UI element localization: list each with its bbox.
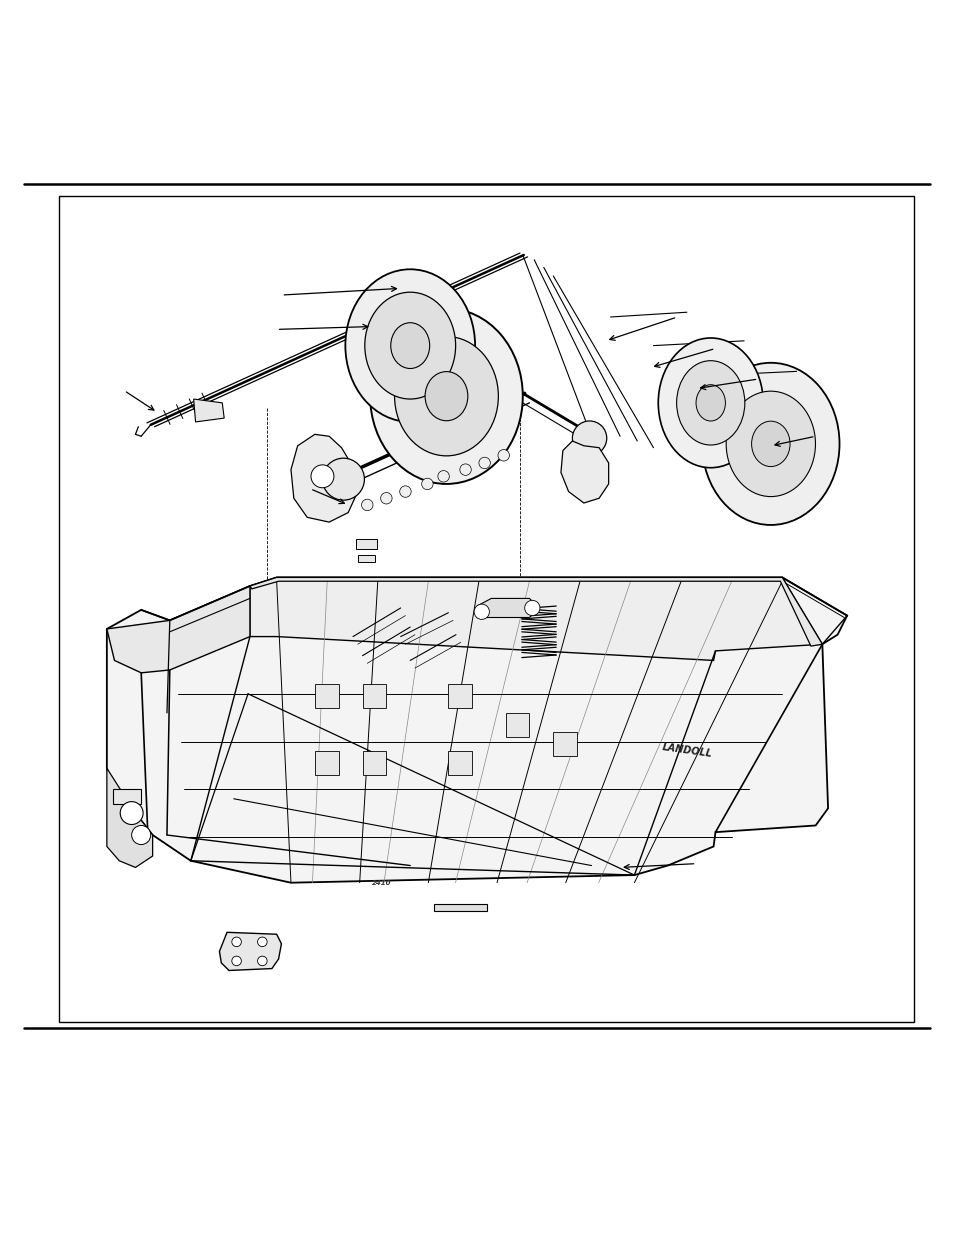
Circle shape bbox=[572, 421, 606, 456]
Bar bbox=[59, 196, 913, 1023]
Circle shape bbox=[232, 956, 241, 966]
Text: 2410: 2410 bbox=[372, 879, 391, 885]
Polygon shape bbox=[362, 684, 386, 708]
Polygon shape bbox=[291, 435, 357, 522]
Polygon shape bbox=[314, 751, 338, 774]
Polygon shape bbox=[219, 932, 281, 971]
Circle shape bbox=[257, 937, 267, 947]
Polygon shape bbox=[314, 684, 338, 708]
Circle shape bbox=[478, 457, 490, 468]
Polygon shape bbox=[476, 599, 538, 618]
Ellipse shape bbox=[395, 336, 497, 456]
Ellipse shape bbox=[391, 322, 429, 368]
Polygon shape bbox=[553, 732, 577, 756]
Ellipse shape bbox=[701, 363, 839, 525]
Ellipse shape bbox=[425, 372, 467, 421]
Polygon shape bbox=[355, 540, 376, 548]
Polygon shape bbox=[107, 578, 846, 883]
Circle shape bbox=[497, 450, 509, 461]
Circle shape bbox=[311, 464, 334, 488]
Ellipse shape bbox=[658, 338, 762, 468]
Ellipse shape bbox=[676, 361, 744, 445]
Circle shape bbox=[380, 493, 392, 504]
Polygon shape bbox=[193, 399, 224, 422]
Polygon shape bbox=[434, 904, 486, 911]
Polygon shape bbox=[505, 713, 529, 737]
Polygon shape bbox=[107, 768, 152, 867]
Ellipse shape bbox=[364, 293, 456, 399]
Polygon shape bbox=[362, 751, 386, 774]
Polygon shape bbox=[448, 684, 472, 708]
Ellipse shape bbox=[751, 421, 789, 467]
Circle shape bbox=[322, 458, 364, 500]
Circle shape bbox=[524, 600, 539, 615]
Ellipse shape bbox=[696, 384, 724, 421]
Polygon shape bbox=[357, 556, 375, 562]
Polygon shape bbox=[448, 751, 472, 774]
Circle shape bbox=[399, 485, 411, 498]
Circle shape bbox=[361, 499, 373, 510]
Circle shape bbox=[437, 471, 449, 482]
Text: LANDOLL: LANDOLL bbox=[660, 742, 712, 760]
Circle shape bbox=[132, 825, 151, 845]
Circle shape bbox=[459, 464, 471, 475]
Ellipse shape bbox=[345, 269, 475, 422]
Polygon shape bbox=[250, 578, 821, 661]
Circle shape bbox=[257, 956, 267, 966]
Circle shape bbox=[474, 604, 489, 620]
Polygon shape bbox=[107, 587, 250, 673]
Circle shape bbox=[232, 937, 241, 947]
Ellipse shape bbox=[725, 391, 815, 496]
Polygon shape bbox=[250, 578, 821, 646]
Circle shape bbox=[120, 802, 143, 825]
Polygon shape bbox=[112, 789, 141, 804]
Ellipse shape bbox=[370, 309, 522, 484]
Polygon shape bbox=[560, 441, 608, 503]
Circle shape bbox=[421, 478, 433, 489]
